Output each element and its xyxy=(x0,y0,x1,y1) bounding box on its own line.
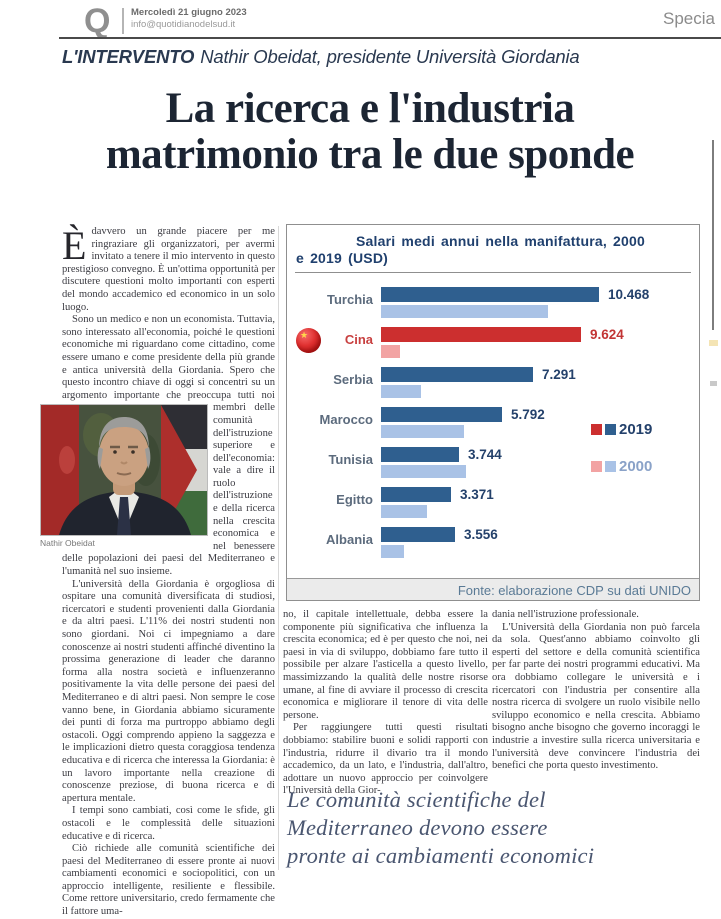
chart-title-line2: e 2019 (USD) xyxy=(296,250,388,266)
paragraph-text: Sono un medico e non un economista. Tutt… xyxy=(62,314,275,401)
chart-row-albania: Albania 3.556 xyxy=(287,523,699,563)
chart-row-turchia: Turchia 10.468 xyxy=(287,283,699,323)
portrait-photo xyxy=(40,404,208,537)
adjacent-page-edge-rule xyxy=(712,140,714,330)
bar-value: 3.744 xyxy=(468,447,502,462)
section-title-clipped: Specia xyxy=(663,9,715,28)
paragraph: Sono un medico e non un economista. Tutt… xyxy=(40,314,275,578)
bar-2019 xyxy=(381,287,599,302)
bar-value: 5.792 xyxy=(511,407,545,422)
paragraph: L'Università della Giordania non può far… xyxy=(492,621,700,772)
legend-entry-2000: 2000 xyxy=(591,458,652,475)
chart-title: Salari medi annui nella manifattura, 200… xyxy=(296,233,690,267)
header-email: info@quotidianodelsud.it xyxy=(131,19,236,30)
chart-row-cina: ★ Cina 9.624 xyxy=(287,323,699,363)
bar-2019 xyxy=(381,327,581,342)
category-label: Albania xyxy=(326,532,373,547)
paragraph-text: davvero un grande piacere per me ringraz… xyxy=(62,226,275,313)
legend-swatch xyxy=(591,461,602,472)
category-label: Tunisia xyxy=(328,452,373,467)
paragraph: no, il capitale intellettuale, debba ess… xyxy=(283,609,488,721)
legend-swatch xyxy=(605,424,616,435)
header-rule xyxy=(59,37,721,39)
category-label: Egitto xyxy=(336,492,373,507)
article-photo: Nathir Obeidat xyxy=(40,404,208,549)
bar-2019 xyxy=(381,367,533,382)
bar-value: 9.624 xyxy=(590,327,624,342)
adjacent-page-fragment xyxy=(710,381,717,386)
pull-quote-line: pronte ai cambiamenti economici xyxy=(287,843,595,868)
china-flag-icon: ★ xyxy=(296,328,321,353)
bar-2000 xyxy=(381,385,421,398)
chart-title-rule xyxy=(295,272,691,273)
legend-swatch xyxy=(591,424,602,435)
header-date: Mercoledì 21 giugno 2023 xyxy=(131,7,247,18)
legend-label: 2019 xyxy=(619,421,653,438)
pull-quote: Le comunità scientifiche del Mediterrane… xyxy=(287,786,667,870)
kicker: L'INTERVENTO Nathir Obeidat, presidente U… xyxy=(62,46,580,68)
pull-quote-line: Mediterraneo devono essere xyxy=(287,815,548,840)
bar-2000 xyxy=(381,465,466,478)
kicker-label: L'INTERVENTO xyxy=(62,46,195,67)
bar-2019 xyxy=(381,527,455,542)
article-column-3: dania nell'istruzione professionale. L'U… xyxy=(492,609,700,773)
bar-2000 xyxy=(381,545,404,558)
headline-line2: matrimonio tra le due sponde xyxy=(105,131,635,178)
bar-value: 3.371 xyxy=(460,487,494,502)
chart-title-line1: Salari medi annui nella manifattura, 200… xyxy=(356,233,645,249)
category-label: Marocco xyxy=(319,412,373,427)
bar-2000 xyxy=(381,345,400,358)
headline-line1: La ricerca e l'industria xyxy=(165,85,575,132)
article-column-2: no, il capitale intellettuale, debba ess… xyxy=(283,609,488,798)
article-headline: La ricerca e l'industria matrimonio tra … xyxy=(30,86,710,178)
bar-2000 xyxy=(381,505,427,518)
paragraph: I tempi sono cambiati, così come le sfid… xyxy=(62,805,275,842)
chart-rows: Turchia 10.468 ★ Cina 9.624 Serbia 7.291 Marocc… xyxy=(287,283,699,563)
newspaper-logo: Q xyxy=(84,2,111,40)
chart-row-egitto: Egitto 3.371 xyxy=(287,483,699,523)
paragraph: Ciò richiede alle comunità scientifiche … xyxy=(62,843,275,918)
bar-2000 xyxy=(381,305,548,318)
header-divider xyxy=(122,8,124,34)
bar-2000 xyxy=(381,425,464,438)
bar-value: 7.291 xyxy=(542,367,576,382)
legend-label: 2000 xyxy=(619,458,653,475)
chart-row-marocco: Marocco 5.792 xyxy=(287,403,699,443)
pull-quote-line: Le comunità scientifiche del xyxy=(287,787,546,812)
newspaper-page: { "header": { "logo": "Q", "date": "Merc… xyxy=(30,2,721,918)
chart-row-tunisia: Tunisia 3.744 xyxy=(287,443,699,483)
bar-2019 xyxy=(381,447,459,462)
kicker-rest: Nathir Obeidat, presidente Università Gi… xyxy=(200,46,580,67)
legend-swatch xyxy=(605,461,616,472)
bar-2019 xyxy=(381,487,451,502)
chart-row-serbia: Serbia 7.291 xyxy=(287,363,699,403)
legend-entry-2019: 2019 xyxy=(591,421,652,438)
adjacent-page-fragment xyxy=(709,340,718,346)
category-label: Turchia xyxy=(327,292,373,307)
paragraph: Per raggiungere tutti questi risultati d… xyxy=(283,722,488,797)
column-rule xyxy=(278,226,279,870)
paragraph-text: tutti noi membri delle comunità dell'ist… xyxy=(62,389,275,578)
chart-source: Fonte: elaborazione CDP su dati UNIDO xyxy=(287,578,699,600)
photo-caption: Nathir Obeidat xyxy=(40,538,95,549)
bar-value: 10.468 xyxy=(608,287,650,302)
paragraph: L'università della Giordania è orgoglios… xyxy=(62,578,275,804)
bar-2019 xyxy=(381,407,502,422)
paragraph: dania nell'istruzione professionale. xyxy=(492,609,639,620)
category-label: Serbia xyxy=(333,372,373,387)
bar-value: 3.556 xyxy=(464,527,498,542)
category-label: Cina xyxy=(344,332,373,347)
chart-legend: 2019 2000 xyxy=(591,421,652,495)
salary-bar-chart: Salari medi annui nella manifattura, 200… xyxy=(286,224,700,601)
drop-cap: È xyxy=(62,223,87,268)
